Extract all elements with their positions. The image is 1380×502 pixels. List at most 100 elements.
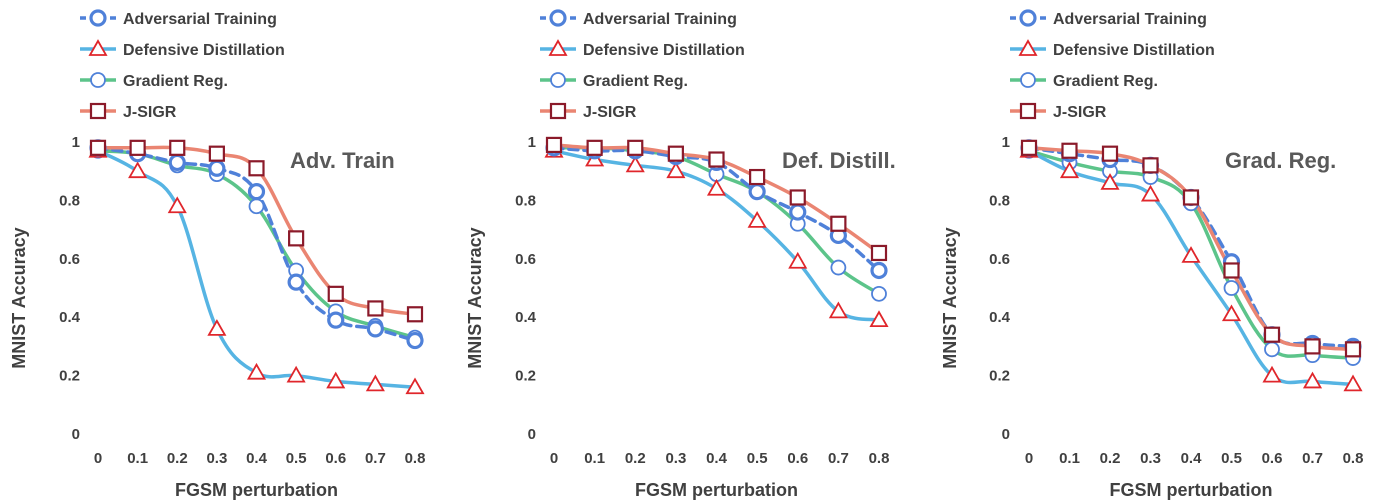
x-tick-label: 0.3 [665, 450, 686, 467]
chart-svg: Adversarial Training Defensive Distillati… [9, 9, 426, 500]
legend-label-gradient-reg: Gradient Reg. [583, 73, 688, 90]
chart-svg: Adversarial Training Defensive Distillati… [940, 9, 1364, 500]
chart-annotation: Grad. Reg. [1225, 148, 1336, 173]
chart-annotation: Def. Distill. [782, 148, 896, 173]
data-point-j-sigr [406, 306, 424, 323]
legend-label-defensive-distillation: Defensive Distillation [583, 42, 745, 59]
data-point-j-sigr [1020, 139, 1038, 156]
legend-marker-gradient-reg [90, 72, 106, 88]
legend-label-defensive-distillation: Defensive Distillation [123, 42, 285, 59]
x-axis-title: FGSM perturbation [635, 480, 798, 500]
data-point-adversarial-training [789, 203, 807, 221]
data-point-j-sigr [789, 189, 806, 206]
y-tick-label: 0 [1002, 426, 1010, 443]
legend-marker-j-sigr [1019, 102, 1037, 120]
y-axis-title: MNIST Accuracy [465, 227, 485, 368]
data-point-j-sigr [208, 145, 225, 162]
y-tick-label: 0.2 [515, 368, 536, 385]
x-tick-label: 0.8 [1343, 450, 1364, 467]
data-point-gradient-reg [871, 285, 887, 302]
chart-panel-def-distill: Adversarial Training Defensive Distillati… [460, 0, 920, 502]
x-tick-label: 0.8 [405, 450, 426, 467]
legend-marker-gradient-reg [1020, 72, 1036, 88]
legend-label-adversarial-training: Adversarial Training [583, 11, 737, 28]
data-point-j-sigr [367, 300, 384, 317]
x-tick-label: 0.1 [584, 450, 605, 467]
data-point-defensive-distillation [128, 161, 148, 179]
legend-marker-defensive-distillation [548, 39, 568, 56]
data-point-j-sigr [1101, 145, 1119, 162]
legend-label-adversarial-training: Adversarial Training [1053, 11, 1207, 28]
data-point-adversarial-training [168, 153, 186, 172]
data-point-adversarial-training [748, 183, 766, 201]
x-tick-label: 0.6 [325, 450, 346, 467]
data-point-gradient-reg [830, 259, 847, 276]
legend-marker-adversarial-training [549, 9, 567, 27]
legend-label-adversarial-training: Adversarial Training [123, 11, 277, 28]
y-tick-label: 1 [528, 134, 536, 151]
data-point-adversarial-training [327, 311, 345, 329]
data-point-defensive-distillation [1302, 371, 1323, 389]
data-point-adversarial-training [287, 273, 305, 291]
data-point-j-sigr [545, 136, 563, 154]
x-tick-label: 0.1 [127, 450, 148, 467]
chart-svg: Adversarial Training Defensive Distillati… [465, 9, 896, 500]
x-tick-label: 0 [94, 450, 102, 467]
y-tick-label: 1 [1002, 134, 1010, 151]
legend-marker-adversarial-training [89, 9, 107, 27]
y-tick-label: 0.8 [989, 192, 1010, 209]
data-point-defensive-distillation [666, 161, 686, 179]
x-axis-title: FGSM perturbation [175, 480, 338, 500]
data-point-j-sigr [708, 151, 725, 168]
data-point-j-sigr [89, 139, 107, 156]
legend-marker-j-sigr [89, 102, 107, 120]
x-tick-label: 0.5 [747, 450, 768, 467]
x-tick-label: 0 [1025, 450, 1033, 467]
y-tick-label: 0.6 [515, 251, 536, 268]
data-point-defensive-distillation [788, 251, 808, 269]
data-point-defensive-distillation [1140, 184, 1161, 202]
x-tick-label: 0.3 [1140, 450, 1161, 467]
data-point-adversarial-training [247, 183, 266, 201]
x-tick-label: 0.2 [167, 450, 188, 467]
data-point-j-sigr [248, 160, 265, 177]
chart-annotation: Adv. Train [290, 148, 395, 173]
data-point-j-sigr [667, 145, 684, 162]
y-tick-label: 0.2 [59, 368, 80, 385]
data-point-defensive-distillation [286, 365, 306, 383]
data-point-adversarial-training [406, 331, 424, 350]
y-tick-label: 0.6 [59, 251, 80, 268]
data-point-j-sigr [627, 139, 644, 156]
legend-label-j-sigr: J-SIGR [583, 104, 637, 121]
x-tick-label: 0.7 [365, 450, 386, 467]
x-tick-label: 0.1 [1059, 450, 1080, 467]
x-tick-label: 0.4 [246, 450, 268, 467]
y-axis-title: MNIST Accuracy [9, 227, 29, 368]
data-point-gradient-reg [1264, 341, 1280, 358]
y-tick-label: 0.4 [515, 309, 537, 326]
y-axis-title: MNIST Accuracy [940, 227, 960, 368]
data-point-defensive-distillation [207, 319, 227, 336]
series-line-defensive-distillation [96, 149, 417, 390]
data-point-adversarial-training [208, 159, 226, 177]
data-point-defensive-distillation [167, 196, 187, 214]
data-point-j-sigr [1344, 341, 1362, 358]
x-tick-label: 0.5 [1221, 450, 1242, 467]
data-point-j-sigr [870, 244, 888, 262]
legend-marker-defensive-distillation [88, 39, 108, 56]
x-tick-label: 0.3 [206, 450, 227, 467]
data-point-j-sigr [830, 215, 847, 232]
data-point-j-sigr [1182, 189, 1200, 206]
data-point-defensive-distillation [365, 374, 385, 392]
data-point-adversarial-training [870, 261, 888, 280]
y-tick-label: 0.4 [989, 309, 1011, 326]
legend-marker-j-sigr [549, 102, 567, 120]
x-tick-label: 0.6 [1262, 450, 1283, 467]
data-point-j-sigr [327, 285, 344, 302]
legend-label-j-sigr: J-SIGR [123, 104, 177, 121]
data-point-j-sigr [1304, 338, 1321, 355]
x-tick-label: 0.2 [1100, 450, 1121, 467]
data-point-j-sigr [586, 139, 603, 156]
legend-label-gradient-reg: Gradient Reg. [1053, 73, 1158, 90]
y-tick-label: 1 [72, 134, 80, 151]
